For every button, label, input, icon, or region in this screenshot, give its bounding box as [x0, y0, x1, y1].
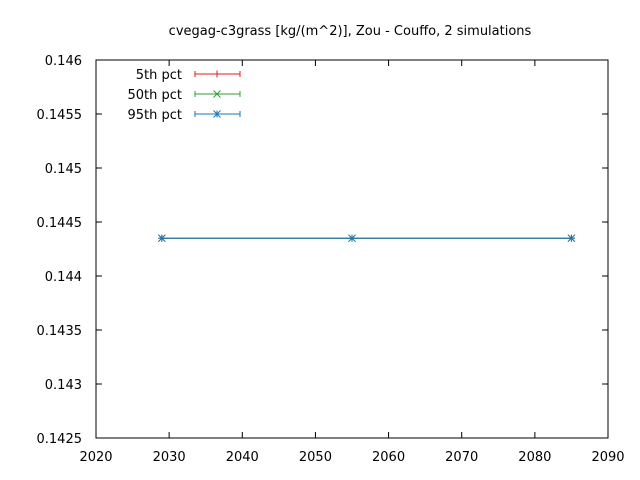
legend-item: 5th pct	[136, 68, 241, 83]
marker-stroke	[213, 110, 221, 118]
y-tick-label: 0.144	[45, 270, 82, 285]
legend-label: 50th pct	[127, 88, 182, 103]
y-tick-label: 0.146	[45, 54, 82, 69]
x-tick-label: 2020	[79, 450, 112, 465]
marker-stroke	[348, 234, 356, 243]
plot-frame	[95, 59, 609, 439]
x-tick-label: 2090	[591, 450, 624, 465]
legend-label: 95th pct	[127, 108, 182, 123]
legend-marker	[213, 110, 221, 118]
legend-item: 95th pct	[127, 108, 241, 123]
marker-stroke	[157, 234, 166, 243]
x-tick-label: 2070	[445, 450, 478, 465]
y-tick-label: 0.1435	[37, 324, 83, 339]
legend-marker	[213, 70, 221, 78]
y-tick-label: 0.145	[45, 162, 82, 177]
series-layer	[157, 234, 576, 243]
x-tick-label: 2030	[153, 450, 186, 465]
axes: 2020 2030 2040 2050 2060 2070 2080 2090 0.1425 0.…	[37, 54, 625, 465]
marker-stroke	[567, 234, 576, 243]
y-tick-label: 0.1445	[37, 216, 83, 231]
series-2	[157, 234, 576, 243]
legend-marker	[213, 90, 221, 98]
data-point	[567, 234, 576, 243]
x-tick-label: 2040	[226, 450, 259, 465]
legend-label: 5th pct	[136, 68, 182, 83]
data-point	[348, 234, 356, 243]
y-tick-label: 0.143	[45, 378, 82, 393]
data-point	[157, 234, 166, 243]
legend-item: 50th pct	[127, 88, 241, 103]
x-tick-label: 2050	[299, 450, 332, 465]
chart-title: cvegag-c3grass [kg/(m^2)], Zou - Couffo,…	[169, 24, 532, 39]
y-tick-label: 0.1425	[37, 432, 83, 447]
y-tick-label: 0.1455	[37, 108, 83, 123]
marker-stroke	[213, 90, 221, 98]
legend: 5th pct 50th pct 95th pct	[127, 68, 241, 123]
x-tick-label: 2060	[372, 450, 405, 465]
x-tick-label: 2080	[518, 450, 551, 465]
